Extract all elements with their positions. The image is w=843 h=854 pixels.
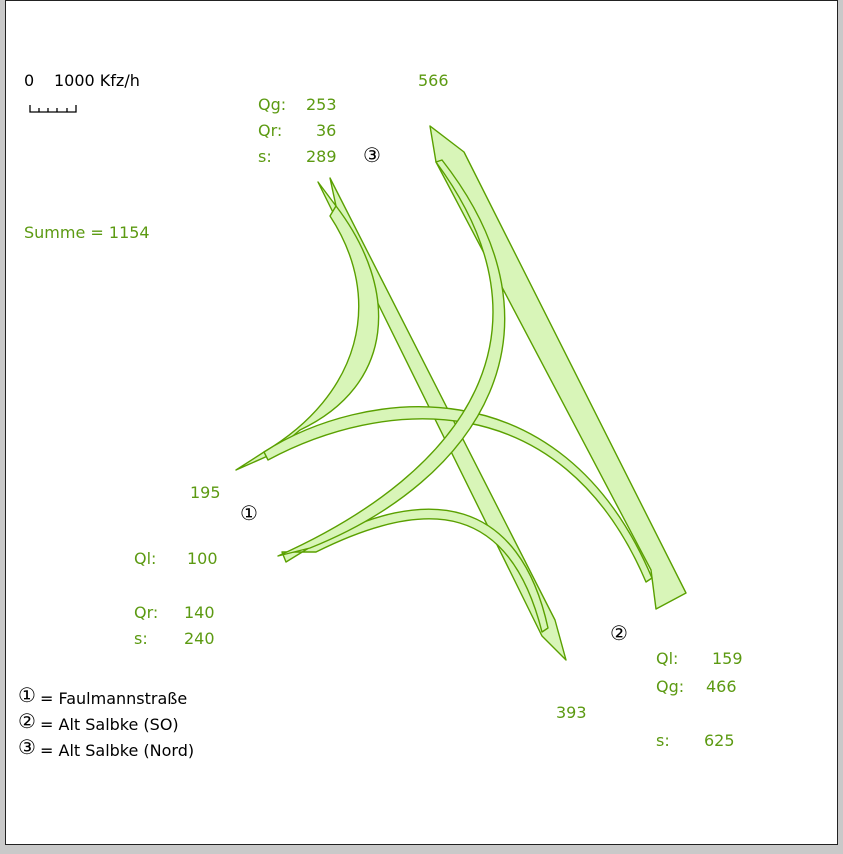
scale-zero-label: 0: [24, 71, 35, 90]
scale-unit-label: 1000 Kfz/h: [54, 71, 140, 90]
node1-s-label: s:: [134, 629, 148, 648]
scale-bar: [29, 105, 77, 113]
legend-text-1: = Faulmannstraße: [40, 689, 188, 708]
node2-in-total: 393: [556, 703, 587, 722]
legend-text-3: = Alt Salbke (Nord): [40, 741, 195, 760]
node2-qg-value: 466: [706, 677, 737, 696]
total-label: Summe = 1154: [24, 223, 150, 242]
node1-qr-value: 140: [184, 603, 215, 622]
legend-marker-1: ①: [18, 683, 36, 707]
legend-marker-2: ②: [18, 709, 36, 733]
node2-s-label: s:: [656, 731, 670, 750]
legend-text-2: = Alt Salbke (SO): [40, 715, 179, 734]
node2-ql-value: 159: [712, 649, 743, 668]
node1-in-total: 195: [190, 483, 221, 502]
diagram-frame: [5, 0, 838, 845]
node1-marker: ①: [240, 501, 258, 525]
node3-in-total: 566: [418, 71, 449, 90]
node3-s-label: s:: [258, 147, 272, 166]
flow-so-to-nord: [277, 159, 506, 557]
node1-ql-value: 100: [187, 549, 218, 568]
node3-qr-label: Qr:: [258, 121, 283, 140]
node3-s-value: 289: [306, 147, 337, 166]
flow-faulmann-to-so: [263, 406, 653, 583]
flow-so-to-faulmann: [281, 508, 549, 633]
flow-nord-to-faulmann: [235, 205, 380, 471]
node2-ql-label: Ql:: [656, 649, 679, 668]
node3-qr-value: 36: [316, 121, 337, 140]
node2-s-value: 625: [704, 731, 735, 750]
node1-ql-label: Ql:: [134, 549, 157, 568]
node3-marker: ③: [363, 143, 381, 167]
node3-qg-value: 253: [306, 95, 337, 114]
node1-qr-label: Qr:: [134, 603, 159, 622]
node2-marker: ②: [610, 621, 628, 645]
node2-qg-label: Qg:: [656, 677, 685, 696]
node3-qg-label: Qg:: [258, 95, 287, 114]
legend-marker-3: ③: [18, 735, 36, 759]
node1-s-value: 240: [184, 629, 215, 648]
